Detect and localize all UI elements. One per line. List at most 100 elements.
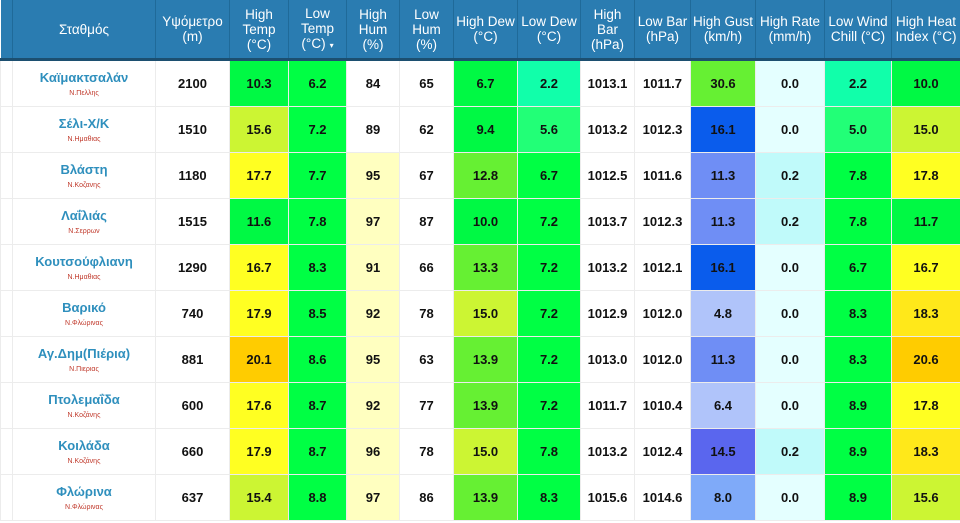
low-dew-cell: 7.2	[517, 336, 581, 383]
station-region: Ν.Κοζάνης	[67, 412, 101, 419]
high-gust-cell: 4.8	[690, 290, 756, 337]
low-wind-chill-cell: 7.8	[824, 198, 892, 245]
high-bar-cell: 1011.7	[580, 382, 635, 429]
high-bar-cell: 1013.2	[580, 106, 635, 153]
low-dew-cell: 7.2	[517, 198, 581, 245]
table-row: Λαΐλιάς Ν.Σερρων 1515 11.6 7.8 97 87 10.0 7.2 101…	[0, 198, 960, 245]
low-dew-cell: 7.2	[517, 382, 581, 429]
low-hum-cell: 66	[399, 244, 454, 291]
station-name[interactable]: Κουτσούφλιανη	[35, 254, 133, 269]
station-cell[interactable]: Βλάστη Ν.Κοζανης	[12, 152, 156, 199]
low-bar-cell: 1012.0	[634, 290, 691, 337]
table-row: Σέλι-Χ/Κ Ν.Ημαθιας 1510 15.6 7.2 89 62 9.4 5.6 10…	[0, 106, 960, 153]
high-bar-cell: 1013.2	[580, 428, 635, 475]
low-bar-cell: 1012.3	[634, 198, 691, 245]
caret-down-icon[interactable]: ▾	[329, 40, 334, 50]
row-spacer	[0, 198, 13, 245]
column-header-elevation[interactable]: Υψόμετρο (m)	[155, 0, 230, 61]
high-gust-cell: 8.0	[690, 474, 756, 521]
column-header-high-gust[interactable]: High Gust (km/h)	[690, 0, 756, 61]
station-cell[interactable]: Σέλι-Χ/Κ Ν.Ημαθιας	[12, 106, 156, 153]
station-cell[interactable]: Κοιλάδα Ν.Κοζάνης	[12, 428, 156, 475]
station-cell[interactable]: Βαρικό Ν.Φλώρινας	[12, 290, 156, 337]
column-header-label: High Dew (°C)	[456, 14, 515, 44]
high-heat-index-cell: 20.6	[891, 336, 960, 383]
station-cell[interactable]: Λαΐλιάς Ν.Σερρων	[12, 198, 156, 245]
column-header-blank[interactable]	[0, 0, 13, 61]
column-header-station[interactable]: Σταθμός	[12, 0, 156, 61]
high-heat-index-cell: 18.3	[891, 290, 960, 337]
station-name[interactable]: Φλώρινα	[56, 484, 112, 499]
high-bar-cell: 1012.9	[580, 290, 635, 337]
station-cell[interactable]: Κουτσούφλιανη Ν.Ημαθιας	[12, 244, 156, 291]
elevation-cell: 2100	[155, 59, 230, 107]
high-bar-cell: 1015.6	[580, 474, 635, 521]
station-cell[interactable]: Φλώρινα Ν.Φλώρινας	[12, 474, 156, 521]
station-name[interactable]: Βλάστη	[60, 162, 108, 177]
elevation-cell: 881	[155, 336, 230, 383]
table-row: Πτολεμαΐδα Ν.Κοζάνης 600 17.6 8.7 92 77 13.9 7.2…	[0, 382, 960, 429]
low-bar-cell: 1012.4	[634, 428, 691, 475]
table-row: Αγ.Δημ(Πιέρια) Ν.Πιεριας 881 20.1 8.6 95 63 13.…	[0, 336, 960, 383]
low-hum-cell: 78	[399, 290, 454, 337]
station-name[interactable]: Αγ.Δημ(Πιέρια)	[37, 346, 131, 361]
column-header-high-temp[interactable]: High Temp (°C)	[229, 0, 289, 61]
column-header-label: Low Bar (hPa)	[637, 14, 688, 44]
high-gust-cell: 11.3	[690, 336, 756, 383]
high-heat-index-cell: 10.0	[891, 59, 960, 107]
high-gust-cell: 14.5	[690, 428, 756, 475]
table-row: Κουτσούφλιανη Ν.Ημαθιας 1290 16.7 8.3 91 66 13.…	[0, 244, 960, 291]
station-region: Ν.Φλώρινας	[65, 320, 103, 327]
station-name[interactable]: Βαρικό	[62, 300, 106, 315]
high-rate-cell: 0.0	[755, 59, 825, 107]
column-header-low-bar[interactable]: Low Bar (hPa)	[634, 0, 691, 61]
high-heat-index-cell: 15.6	[891, 474, 960, 521]
station-cell[interactable]: Καϊμακτσαλάν Ν.Πελλης	[12, 59, 156, 107]
station-name[interactable]: Πτολεμαΐδα	[48, 392, 120, 407]
elevation-cell: 600	[155, 382, 230, 429]
column-header-high-hum[interactable]: High Hum (%)	[346, 0, 400, 61]
station-cell[interactable]: Πτολεμαΐδα Ν.Κοζάνης	[12, 382, 156, 429]
high-temp-cell: 15.4	[229, 474, 289, 521]
low-wind-chill-cell: 2.2	[824, 59, 892, 107]
low-dew-cell: 7.8	[517, 428, 581, 475]
high-hum-cell: 97	[346, 474, 400, 521]
low-wind-chill-cell: 8.9	[824, 474, 892, 521]
column-header-high-rate[interactable]: High Rate (mm/h)	[755, 0, 825, 61]
station-region: Ν.Σερρων	[68, 228, 100, 235]
high-rate-cell: 0.2	[755, 152, 825, 199]
high-heat-index-cell: 15.0	[891, 106, 960, 153]
station-name[interactable]: Σέλι-Χ/Κ	[58, 116, 110, 131]
high-bar-cell: 1013.7	[580, 198, 635, 245]
high-hum-cell: 91	[346, 244, 400, 291]
station-name[interactable]: Κοιλάδα	[58, 438, 110, 453]
low-bar-cell: 1011.6	[634, 152, 691, 199]
low-temp-cell: 6.2	[288, 59, 347, 107]
low-hum-cell: 78	[399, 428, 454, 475]
high-bar-cell: 1013.1	[580, 59, 635, 107]
column-header-low-hum[interactable]: Low Hum (%)	[399, 0, 454, 61]
station-name[interactable]: Καϊμακτσαλάν	[39, 70, 129, 85]
column-header-high-dew[interactable]: High Dew (°C)	[453, 0, 518, 61]
station-cell[interactable]: Αγ.Δημ(Πιέρια) Ν.Πιεριας	[12, 336, 156, 383]
column-header-high-heat-index[interactable]: High Heat Index (°C)	[891, 0, 960, 61]
low-dew-cell: 7.2	[517, 290, 581, 337]
low-temp-cell: 8.7	[288, 382, 347, 429]
column-header-low-wind-chill[interactable]: Low Wind Chill (°C)	[824, 0, 892, 61]
station-region: Ν.Φλώρινας	[65, 504, 103, 511]
low-dew-cell: 2.2	[517, 59, 581, 107]
station-region: Ν.Ημαθιας	[67, 136, 101, 143]
column-header-low-temp[interactable]: Low Temp (°C) ▾	[288, 0, 347, 61]
high-gust-cell: 16.1	[690, 106, 756, 153]
elevation-cell: 1510	[155, 106, 230, 153]
table-row: Καϊμακτσαλάν Ν.Πελλης 2100 10.3 6.2 84 65 6.7 2.…	[0, 59, 960, 107]
column-header-low-dew[interactable]: Low Dew (°C)	[517, 0, 581, 61]
station-name[interactable]: Λαΐλιάς	[61, 208, 107, 223]
low-wind-chill-cell: 5.0	[824, 106, 892, 153]
row-spacer	[0, 474, 13, 521]
high-gust-cell: 6.4	[690, 382, 756, 429]
high-rate-cell: 0.2	[755, 198, 825, 245]
low-hum-cell: 86	[399, 474, 454, 521]
column-header-high-bar[interactable]: High Bar (hPa)	[580, 0, 635, 61]
